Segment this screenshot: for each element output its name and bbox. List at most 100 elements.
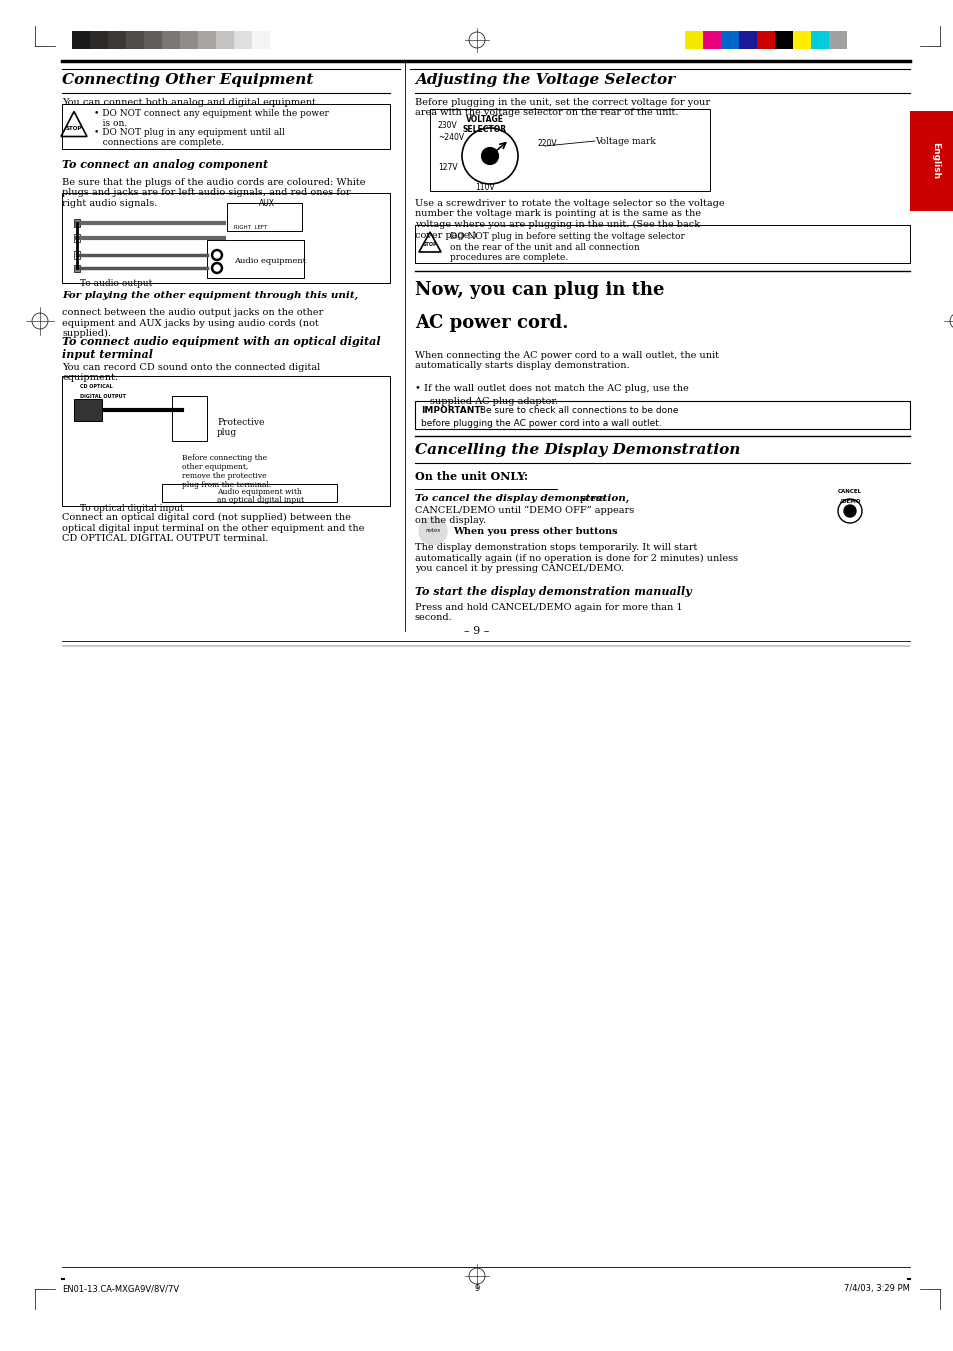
Text: Be sure to check all connections to be done: Be sure to check all connections to be d…: [476, 407, 678, 415]
Text: Cancelling the Display Demonstration: Cancelling the Display Demonstration: [415, 443, 740, 457]
Text: DIGITAL OUTPUT: DIGITAL OUTPUT: [80, 394, 126, 399]
Text: remove the protective: remove the protective: [182, 471, 266, 480]
Circle shape: [418, 517, 447, 544]
Text: To optical digital input: To optical digital input: [80, 504, 184, 513]
Bar: [74, 219, 80, 227]
Text: before plugging the AC power cord into a wall outlet.: before plugging the AC power cord into a…: [420, 419, 661, 428]
Circle shape: [213, 253, 220, 258]
Text: Before plugging in the unit, set the correct voltage for your
area with the volt: Before plugging in the unit, set the cor…: [415, 99, 709, 118]
Text: To audio output: To audio output: [80, 280, 152, 288]
Text: is on.: is on.: [94, 119, 127, 127]
Text: an optical digital input: an optical digital input: [216, 496, 304, 504]
Text: plug from the terminal.: plug from the terminal.: [182, 481, 271, 489]
Bar: [828, 31, 846, 49]
Circle shape: [234, 208, 250, 223]
Text: 220V: 220V: [537, 139, 558, 149]
Bar: [909, 111, 953, 211]
Text: 110V: 110V: [475, 182, 495, 192]
Text: When you press other buttons: When you press other buttons: [453, 527, 617, 536]
Bar: [172, 396, 207, 440]
Text: – 9 –: – 9 –: [464, 626, 489, 636]
Text: Use a screwdriver to rotate the voltage selector so the voltage
number the volta: Use a screwdriver to rotate the voltage …: [415, 199, 724, 239]
Circle shape: [237, 211, 246, 219]
Bar: [74, 251, 80, 258]
Circle shape: [213, 265, 220, 272]
Bar: [207, 240, 304, 278]
Text: English: English: [930, 142, 940, 180]
Circle shape: [277, 211, 286, 219]
Bar: [71, 31, 90, 49]
Text: To connect an analog component: To connect an analog component: [62, 159, 268, 170]
Bar: [233, 31, 252, 49]
Bar: [198, 31, 215, 49]
Text: ~240V: ~240V: [437, 132, 464, 142]
Text: On the unit ONLY:: On the unit ONLY:: [415, 471, 527, 482]
Bar: [74, 234, 80, 242]
Bar: [774, 31, 792, 49]
Text: 127V: 127V: [437, 163, 457, 172]
Text: Connect an optical digital cord (not supplied) between the
optical digital input: Connect an optical digital cord (not sup…: [62, 513, 364, 543]
Bar: [180, 31, 198, 49]
Text: 230V: 230V: [437, 122, 457, 130]
Bar: [252, 31, 270, 49]
Bar: [144, 31, 162, 49]
Bar: [162, 31, 180, 49]
Bar: [74, 399, 102, 422]
Bar: [739, 31, 757, 49]
Text: VOLTAGE: VOLTAGE: [465, 115, 503, 124]
Text: You can record CD sound onto the connected digital
equipment.: You can record CD sound onto the connect…: [62, 363, 320, 382]
Bar: [90, 31, 108, 49]
Text: CD OPTICAL: CD OPTICAL: [80, 384, 112, 389]
Text: supplied AC plug adaptor.: supplied AC plug adaptor.: [430, 397, 558, 407]
Text: Press and hold CANCEL/DEMO again for more than 1
second.: Press and hold CANCEL/DEMO again for mor…: [415, 603, 682, 623]
Text: To connect audio equipment with an optical digital
input terminal: To connect audio equipment with an optic…: [62, 336, 380, 359]
Text: STOP: STOP: [422, 242, 436, 247]
Bar: [702, 31, 720, 49]
Text: 9: 9: [474, 1283, 479, 1293]
Text: procedures are complete.: procedures are complete.: [450, 253, 568, 262]
Text: 7/4/03, 3:29 PM: 7/4/03, 3:29 PM: [843, 1283, 909, 1293]
Text: connect between the audio output jacks on the other
equipment and AUX jacks by u: connect between the audio output jacks o…: [62, 308, 323, 338]
Text: connections are complete.: connections are complete.: [94, 138, 224, 146]
Text: Now, you can plug in the: Now, you can plug in the: [415, 281, 670, 299]
Text: When connecting the AC power cord to a wall outlet, the unit
automatically start: When connecting the AC power cord to a w…: [415, 351, 719, 370]
Circle shape: [481, 147, 497, 165]
Bar: [810, 31, 828, 49]
Circle shape: [212, 250, 222, 261]
Text: press: press: [579, 494, 606, 503]
Text: plug: plug: [216, 428, 237, 436]
Circle shape: [274, 208, 289, 223]
Text: • DO NOT plug in any equipment until all: • DO NOT plug in any equipment until all: [94, 128, 284, 136]
Text: EN01-13.CA-MXGA9V/8V/7V: EN01-13.CA-MXGA9V/8V/7V: [62, 1283, 179, 1293]
Text: Protective: Protective: [216, 417, 264, 427]
Bar: [74, 265, 80, 272]
Circle shape: [212, 262, 222, 273]
Text: Voltage mark: Voltage mark: [595, 136, 655, 146]
Text: other equipment,: other equipment,: [182, 463, 248, 471]
Bar: [162, 484, 336, 503]
Circle shape: [843, 505, 855, 517]
Text: STOP: STOP: [66, 126, 82, 131]
Bar: [215, 31, 233, 49]
Text: To start the display demonstration manually: To start the display demonstration manua…: [415, 586, 691, 597]
Text: /DEMO: /DEMO: [839, 499, 860, 503]
Text: CANCEL/DEMO until “DEMO OFF” appears: CANCEL/DEMO until “DEMO OFF” appears: [415, 507, 634, 515]
Text: To cancel the display demonstration,: To cancel the display demonstration,: [415, 494, 629, 503]
Text: IMPORTANT:: IMPORTANT:: [420, 407, 483, 415]
Bar: [126, 31, 144, 49]
Text: AUX: AUX: [258, 199, 274, 208]
Text: Audio equipment: Audio equipment: [233, 257, 306, 265]
Text: RIGHT  LEFT: RIGHT LEFT: [233, 226, 267, 230]
Text: on the display.: on the display.: [415, 516, 486, 526]
Text: DO NOT plug in before setting the voltage selector: DO NOT plug in before setting the voltag…: [450, 232, 684, 240]
Text: AC power cord.: AC power cord.: [415, 313, 568, 332]
Bar: [108, 31, 126, 49]
Bar: [684, 31, 702, 49]
Bar: [227, 203, 302, 231]
Text: SELECTOR: SELECTOR: [462, 126, 507, 134]
Text: Audio equipment with: Audio equipment with: [216, 488, 301, 496]
Text: The display demonstration stops temporarily. It will start
automatically again (: The display demonstration stops temporar…: [415, 543, 738, 573]
Bar: [720, 31, 739, 49]
Text: • If the wall outlet does not match the AC plug, use the: • If the wall outlet does not match the …: [415, 384, 688, 393]
Text: on the rear of the unit and all connection: on the rear of the unit and all connecti…: [450, 242, 639, 251]
